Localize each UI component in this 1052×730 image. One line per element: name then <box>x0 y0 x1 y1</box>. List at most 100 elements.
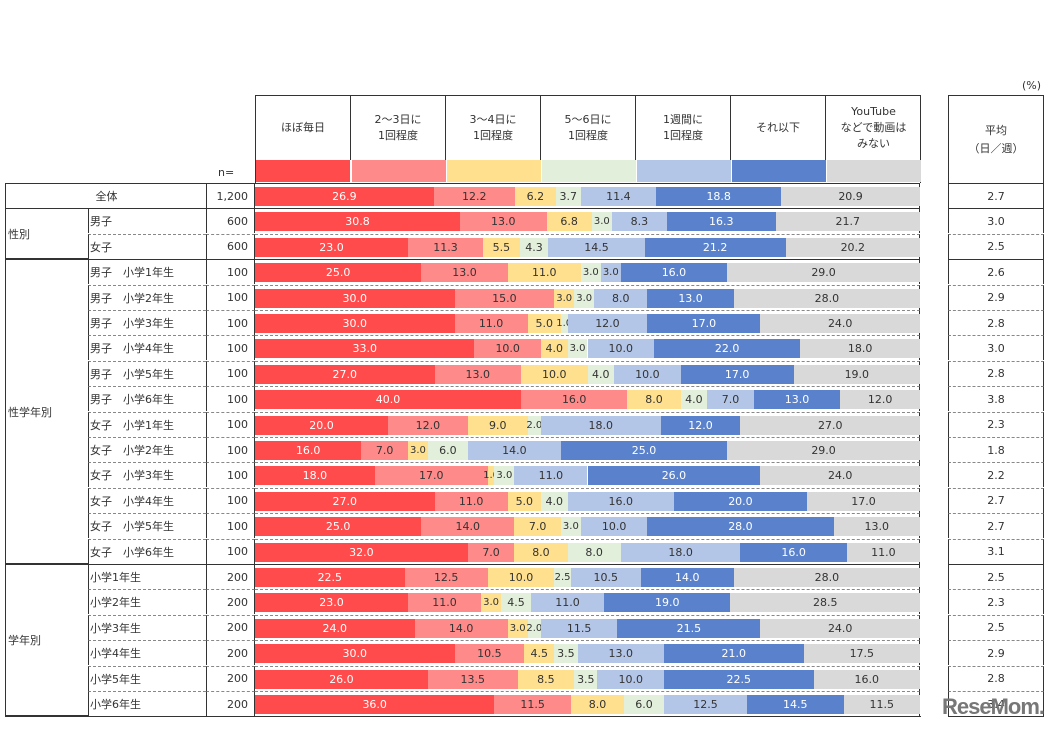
row-average: 2.9 <box>948 640 1044 666</box>
bar-row: 30.0 11.0 5.0 1.0 12.0 17.0 24.0 <box>255 310 920 335</box>
bar-row: 20.0 12.0 9.0 2.0 18.0 12.0 27.0 <box>255 411 920 437</box>
bar-segment: 13.0 <box>460 212 547 232</box>
bar-segment: 32.0 <box>255 542 468 562</box>
bar-segment: 7.0 <box>361 441 408 460</box>
row-label: 女子 小学1年生 <box>88 411 206 437</box>
row-average: 3.0 <box>948 208 1044 234</box>
bar-segment: 2.0 <box>526 618 542 638</box>
bar-row: 26.0 13.5 8.5 3.5 10.0 22.5 16.0 <box>255 665 920 691</box>
bar-row: 33.0 10.0 4.0 3.0 10.0 22.0 18.0 <box>255 335 920 361</box>
row-label: 女子 小学6年生 <box>88 538 206 564</box>
row-n: 200 <box>206 665 255 691</box>
bar-segment: 7.0 <box>707 390 754 410</box>
group-label: 性別 <box>5 208 88 260</box>
bar-segment: 3.5 <box>574 669 598 689</box>
bar-segment: 26.0 <box>587 466 761 486</box>
bar-segment: 11.0 <box>846 542 920 562</box>
row-average: 2.5 <box>948 233 1044 259</box>
bar-segment: 13.0 <box>421 263 508 283</box>
bar-segment: 13.5 <box>427 669 518 689</box>
row-label: 女子 小学4年生 <box>88 487 206 513</box>
bar-segment: 18.0 <box>255 466 375 486</box>
row-n: 100 <box>206 411 255 437</box>
bar-segment: 11.3 <box>407 237 484 257</box>
bar-segment: 20.9 <box>781 187 920 206</box>
row-n: 100 <box>206 437 255 462</box>
bar-segment: 11.0 <box>454 314 528 333</box>
bar-segment: 13.0 <box>434 364 521 384</box>
bar-segment: 2.5 <box>554 568 571 587</box>
legend-label: 5～6日に 1回程度 <box>541 96 636 160</box>
row-average: 2.5 <box>948 614 1044 640</box>
bar-segment: 11.4 <box>580 187 657 206</box>
bar-segment: 30.0 <box>255 314 455 333</box>
bar-segment: 22.5 <box>255 568 405 587</box>
bar-segment: 10.0 <box>474 339 541 359</box>
row-average: 2.8 <box>948 665 1044 691</box>
bar-segment: 24.0 <box>760 466 920 486</box>
bar-row: 23.0 11.0 3.0 4.5 11.0 19.0 28.5 <box>255 589 920 615</box>
legend-label: それ以下 <box>731 96 826 160</box>
bar-segment: 17.5 <box>803 644 920 664</box>
table-left-border <box>5 183 6 209</box>
bar-row: 27.0 11.0 5.0 4.0 16.0 20.0 17.0 <box>255 487 920 513</box>
bar-segment: 18.0 <box>620 542 741 562</box>
bar-segment: 25.0 <box>255 263 422 283</box>
bar-segment: 12.0 <box>840 390 920 410</box>
bar-segment: 33.0 <box>255 339 475 359</box>
row-label: 女子 小学3年生 <box>88 462 206 488</box>
unit-label: (%) <box>1022 79 1042 92</box>
bar-segment: 23.0 <box>255 593 408 613</box>
bar-row: 23.0 11.3 5.5 4.3 14.5 21.2 20.2 <box>255 233 920 259</box>
bar-segment: 21.2 <box>644 237 786 257</box>
bar-segment: 3.0 <box>600 263 621 283</box>
row-average: 3.4 <box>948 691 1044 716</box>
bar-segment: 12.5 <box>404 568 488 587</box>
bar-row: 26.9 12.2 6.2 3.7 11.4 18.8 20.9 <box>255 183 920 208</box>
bar-row: 25.0 13.0 11.0 3.0 3.0 16.0 29.0 <box>255 259 920 285</box>
row-n: 100 <box>206 284 255 310</box>
bar-row: 25.0 14.0 7.0 3.0 10.0 28.0 13.0 <box>255 513 920 539</box>
row-average: 2.3 <box>948 411 1044 437</box>
bar-segment: 7.0 <box>514 517 561 537</box>
bar-segment: 16.0 <box>740 542 847 562</box>
bar-segment: 3.0 <box>567 339 588 359</box>
bar-segment: 28.0 <box>647 517 834 537</box>
bar-segment: 18.8 <box>656 187 782 206</box>
bar-segment: 14.0 <box>640 568 734 587</box>
row-n: 200 <box>206 589 255 615</box>
bar-row: 32.0 7.0 8.0 8.0 18.0 16.0 11.0 <box>255 538 920 564</box>
bar-segment: 3.0 <box>481 593 502 613</box>
bar-segment: 11.0 <box>530 593 605 613</box>
row-n: 200 <box>206 564 255 589</box>
bar-segment: 12.0 <box>388 415 468 435</box>
bar-segment: 8.0 <box>514 542 568 562</box>
bar-segment: 7.0 <box>467 542 515 562</box>
group-label: 学年別 <box>5 564 88 717</box>
bar-segment: 3.0 <box>560 517 581 537</box>
bar-segment: 16.0 <box>567 491 674 511</box>
bar-row: 22.5 12.5 10.0 2.5 10.5 14.0 28.0 <box>255 564 920 589</box>
bar-segment: 40.0 <box>255 390 521 410</box>
row-label: 小学1年生 <box>88 564 206 589</box>
bar-row: 40.0 16.0 8.0 4.0 7.0 13.0 12.0 <box>255 386 920 412</box>
bar-segment: 10.0 <box>597 669 664 689</box>
legend-swatch <box>256 160 350 182</box>
bar-segment: 24.0 <box>255 618 415 638</box>
bar-segment: 11.5 <box>843 695 920 714</box>
bar-row: 30.0 15.0 3.0 3.0 8.0 13.0 28.0 <box>255 284 920 310</box>
bar-segment: 16.3 <box>667 212 776 232</box>
bar-segment: 11.0 <box>434 491 508 511</box>
bar-segment: 12.0 <box>660 415 741 435</box>
bar-segment: 3.0 <box>574 288 595 308</box>
row-label: 女子 小学2年生 <box>88 437 206 462</box>
bar-segment: 6.8 <box>546 212 592 232</box>
bar-segment: 8.5 <box>517 669 575 689</box>
bar-segment: 18.0 <box>800 339 920 359</box>
bar-segment: 8.0 <box>570 695 625 714</box>
bar-segment: 4.0 <box>540 491 568 511</box>
row-average: 3.1 <box>948 538 1044 564</box>
row-average: 2.2 <box>948 462 1044 488</box>
bar-segment: 22.0 <box>654 339 801 359</box>
bar-segment: 3.0 <box>507 618 528 638</box>
